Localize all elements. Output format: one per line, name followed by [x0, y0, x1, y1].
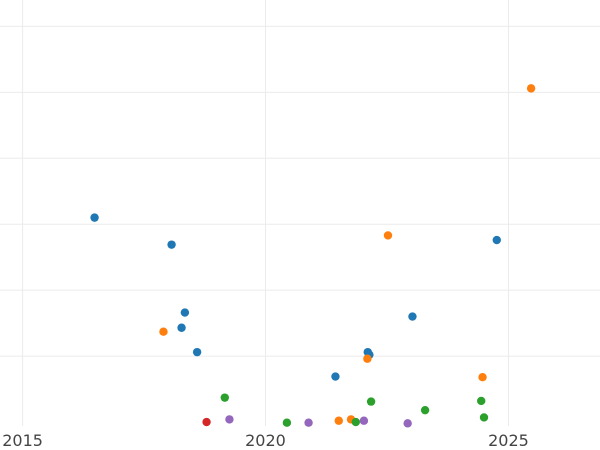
- x-tick-label: 2025: [488, 431, 529, 450]
- data-point: [220, 393, 229, 402]
- data-points: [90, 84, 536, 428]
- x-tick-label: 2020: [245, 431, 286, 450]
- data-point: [167, 240, 176, 249]
- vertical-gridlines: [22, 0, 509, 426]
- data-point: [420, 405, 430, 415]
- horizontal-gridlines: [0, 25, 600, 357]
- data-point: [334, 416, 343, 425]
- data-point: [408, 312, 417, 321]
- data-point: [403, 419, 412, 428]
- data-point: [225, 415, 234, 424]
- data-point: [383, 231, 393, 240]
- data-point: [492, 235, 501, 245]
- data-point: [159, 327, 168, 336]
- data-point: [478, 373, 487, 382]
- data-point: [366, 397, 376, 406]
- data-point: [477, 396, 486, 406]
- data-point: [526, 84, 536, 93]
- data-point: [180, 308, 190, 317]
- data-point: [331, 372, 340, 381]
- x-tick-label: 2015: [2, 431, 43, 450]
- x-tick-labels: 2015 2020 2025: [2, 431, 529, 450]
- data-point: [359, 416, 369, 425]
- data-point: [90, 213, 99, 222]
- data-point: [363, 354, 372, 363]
- data-point: [192, 347, 202, 357]
- data-point: [177, 323, 186, 332]
- data-point: [479, 413, 489, 422]
- data-point: [351, 417, 360, 427]
- data-point: [304, 418, 313, 427]
- data-point: [282, 418, 292, 427]
- data-point: [202, 417, 211, 427]
